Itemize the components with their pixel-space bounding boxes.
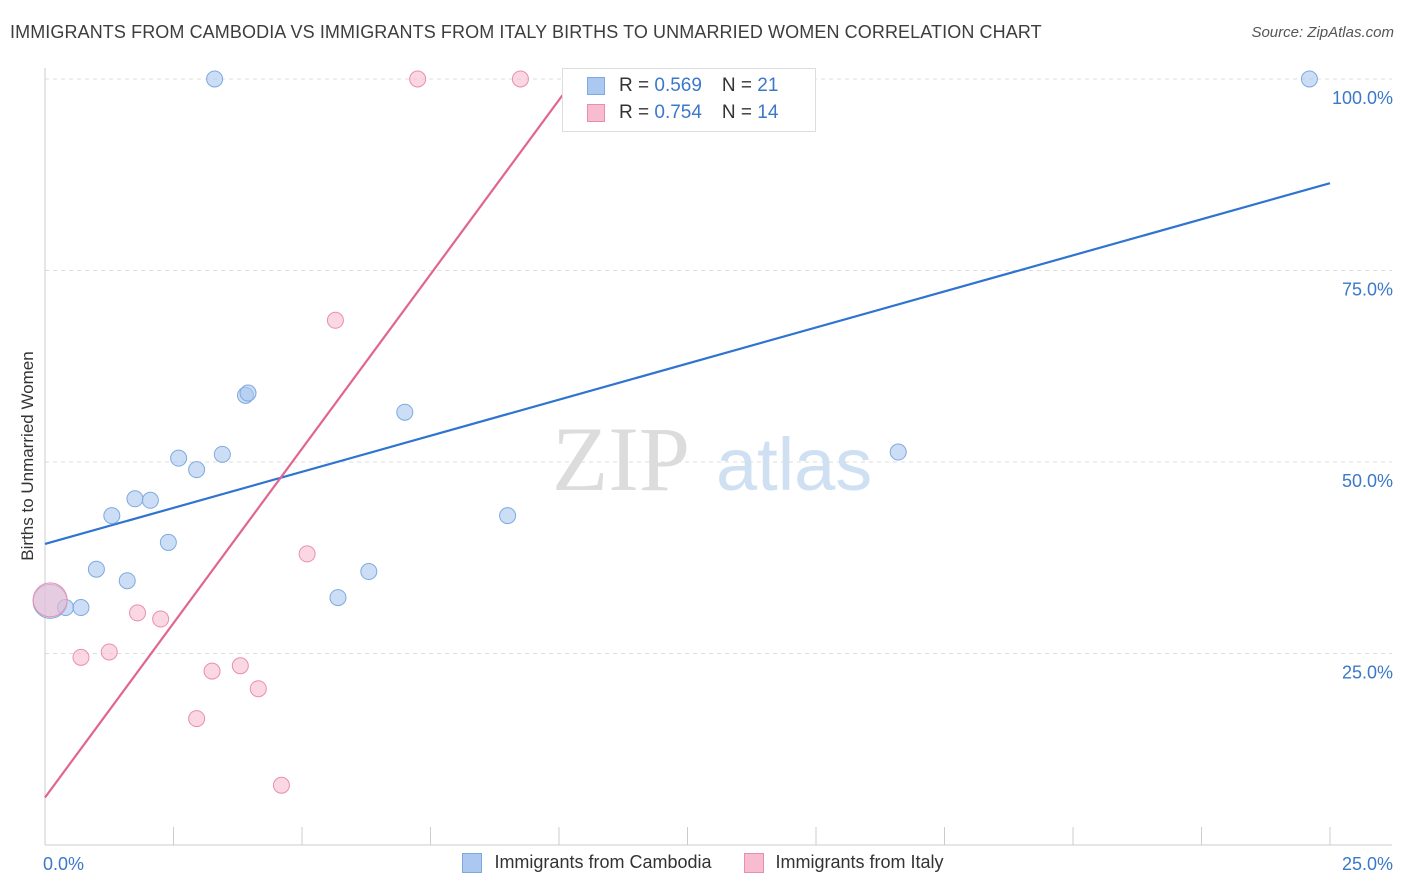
data-point-cambodia[interactable] bbox=[141, 491, 159, 509]
data-point-cambodia[interactable] bbox=[329, 589, 347, 607]
data-point-cambodia[interactable] bbox=[206, 70, 224, 88]
series-legend-cambodia[interactable]: Immigrants from Cambodia bbox=[462, 852, 712, 873]
data-point-italy[interactable] bbox=[100, 643, 118, 661]
x-tick-label: 25.0% bbox=[1342, 854, 1393, 874]
y-tick-label: 75.0% bbox=[1342, 280, 1393, 300]
data-point-cambodia[interactable] bbox=[87, 560, 105, 578]
y-tick-label: 100.0% bbox=[1332, 88, 1393, 108]
data-point-italy[interactable] bbox=[32, 582, 68, 618]
data-point-italy[interactable] bbox=[249, 680, 267, 698]
data-point-cambodia[interactable] bbox=[118, 572, 136, 590]
data-point-cambodia[interactable] bbox=[1300, 70, 1318, 88]
legend-r-label: R = bbox=[619, 75, 655, 96]
data-point-italy[interactable] bbox=[203, 662, 221, 680]
trend-line-italy bbox=[44, 78, 576, 799]
series-swatch-italy bbox=[743, 852, 764, 873]
data-point-cambodia[interactable] bbox=[396, 403, 414, 421]
data-point-cambodia[interactable] bbox=[103, 507, 121, 525]
data-point-cambodia[interactable] bbox=[126, 490, 144, 508]
legend-swatch-italy bbox=[587, 104, 605, 122]
legend-n-value: 14 bbox=[757, 102, 779, 123]
data-point-cambodia[interactable] bbox=[72, 599, 90, 617]
data-point-cambodia[interactable] bbox=[889, 443, 907, 461]
series-legend: Immigrants from Cambodia Immigrants from… bbox=[0, 852, 1406, 873]
legend-row-italy: R = 0.754 N = 14 bbox=[587, 101, 778, 125]
axes bbox=[44, 68, 1392, 846]
legend-swatch-cambodia bbox=[587, 77, 605, 95]
data-point-italy[interactable] bbox=[326, 311, 344, 329]
data-point-italy[interactable] bbox=[72, 648, 90, 666]
series-label-italy: Immigrants from Italy bbox=[775, 852, 944, 872]
series-swatch-cambodia bbox=[462, 852, 483, 873]
legend-r-label: R = bbox=[619, 102, 655, 123]
data-point-cambodia[interactable] bbox=[170, 449, 188, 467]
legend-row-cambodia: R = 0.569 N = 21 bbox=[587, 74, 778, 98]
y-tick-label: 25.0% bbox=[1342, 663, 1393, 683]
legend-n-label: N = bbox=[721, 102, 758, 123]
watermark-zip: ZIP bbox=[552, 408, 690, 510]
watermark-atlas: atlas bbox=[716, 423, 872, 506]
legend-r-value: 0.754 bbox=[654, 102, 702, 123]
data-point-cambodia[interactable] bbox=[499, 507, 517, 525]
data-point-italy[interactable] bbox=[511, 70, 529, 88]
data-point-italy[interactable] bbox=[188, 710, 206, 728]
data-point-italy[interactable] bbox=[231, 657, 249, 675]
data-point-italy[interactable] bbox=[298, 545, 316, 563]
series-label-cambodia: Immigrants from Cambodia bbox=[494, 852, 712, 872]
tick-labels: 100.0% 75.0% 50.0% 25.0% 0.0% 25.0% bbox=[43, 88, 1393, 874]
data-point-cambodia[interactable] bbox=[213, 445, 231, 463]
chart-title: IMMIGRANTS FROM CAMBODIA VS IMMIGRANTS F… bbox=[10, 22, 1042, 42]
legend-n-label: N = bbox=[721, 75, 758, 96]
data-point-italy[interactable] bbox=[272, 776, 290, 794]
data-point-italy[interactable] bbox=[152, 610, 170, 628]
trend-lines bbox=[44, 78, 1331, 799]
chart-source: Source: ZipAtlas.com bbox=[1251, 24, 1394, 41]
trend-line-cambodia bbox=[44, 182, 1331, 546]
data-point-italy[interactable] bbox=[409, 70, 427, 88]
legend-n-value: 21 bbox=[757, 75, 779, 96]
legend-r-value: 0.569 bbox=[654, 75, 702, 96]
x-tick-label: 0.0% bbox=[43, 854, 84, 874]
data-point-cambodia[interactable] bbox=[239, 384, 257, 402]
data-point-cambodia[interactable] bbox=[188, 461, 206, 479]
series-legend-italy[interactable]: Immigrants from Italy bbox=[743, 852, 944, 873]
data-point-cambodia[interactable] bbox=[159, 533, 177, 551]
y-tick-label: 50.0% bbox=[1342, 471, 1393, 491]
data-points bbox=[32, 70, 1318, 794]
data-point-italy[interactable] bbox=[129, 604, 147, 622]
data-point-cambodia[interactable] bbox=[360, 563, 378, 581]
gridlines bbox=[45, 78, 1392, 654]
correlation-legend: R = 0.569 N = 21 R = 0.754 N = 14 bbox=[562, 68, 816, 132]
